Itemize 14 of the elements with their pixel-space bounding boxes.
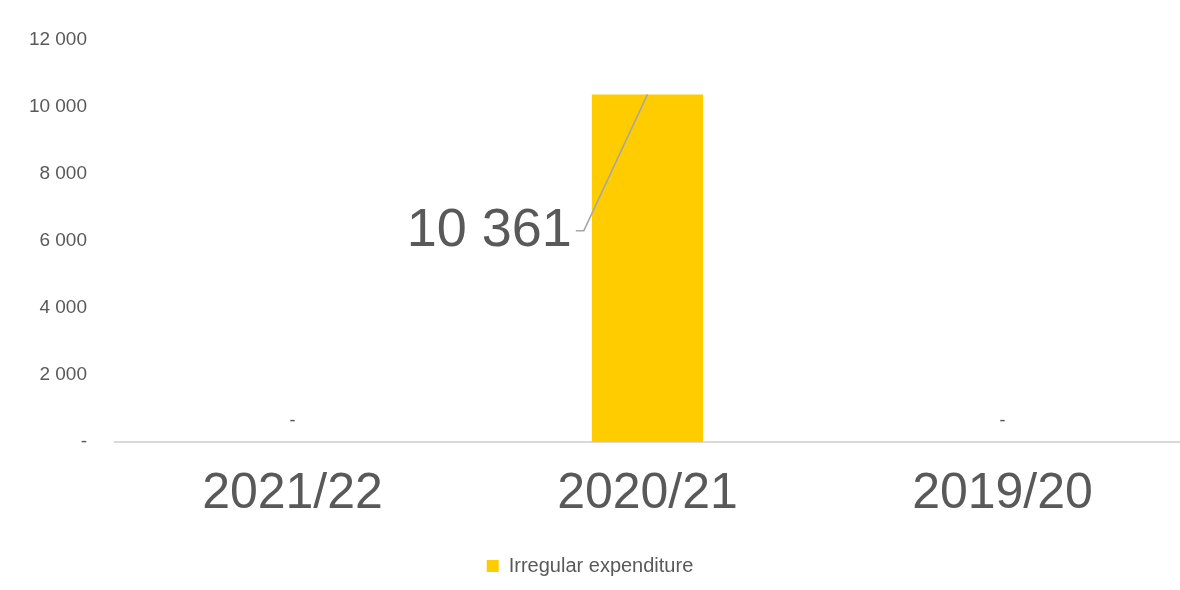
y-tick-label: 2 000 bbox=[39, 363, 87, 385]
x-tick-label: 2019/20 bbox=[912, 462, 1093, 519]
y-tick-label: 12 000 bbox=[28, 27, 87, 49]
y-tick-label: 6 000 bbox=[39, 228, 87, 250]
text: - bbox=[289, 409, 296, 430]
x-tick-label: 2021/22 bbox=[202, 462, 383, 519]
x-tick-label: 2020/21 bbox=[557, 462, 738, 519]
y-tick-label: 8 000 bbox=[39, 161, 87, 183]
y-tick-label: 4 000 bbox=[39, 296, 87, 318]
y-tick-label: 10 000 bbox=[28, 94, 87, 116]
y-tick-label: - bbox=[80, 430, 87, 452]
text: - bbox=[999, 409, 1006, 430]
text: 10 361 bbox=[406, 196, 572, 257]
legend-label: Irregular expenditure bbox=[508, 553, 694, 576]
